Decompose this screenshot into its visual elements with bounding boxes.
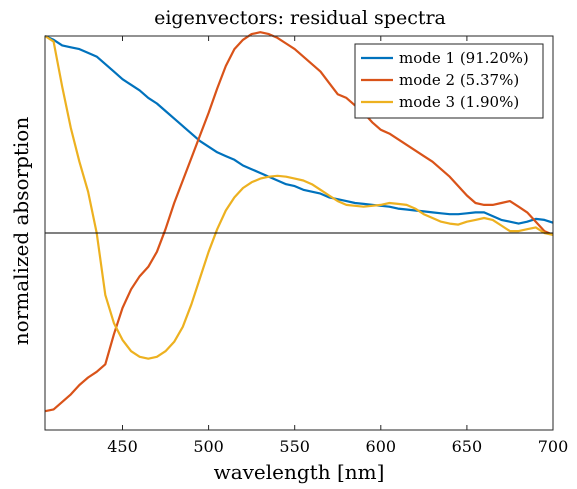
legend-label-mode-1: mode 1 (91.20%) [399,49,529,67]
x-tick-label: 550 [279,437,310,456]
x-tick-label: 450 [107,437,138,456]
x-tick-label: 650 [452,437,483,456]
x-axis-label: wavelength [nm] [214,460,385,484]
x-tick-label: 700 [538,437,569,456]
x-tick-label: 600 [366,437,397,456]
x-tick-label: 500 [193,437,224,456]
series-line-mode-2 [44,31,554,413]
y-axis-label: normalized absorption [9,117,33,346]
legend-label-mode-2: mode 2 (5.37%) [399,71,519,89]
legend-box [354,43,544,119]
legend: mode 1 (91.20%) mode 2 (5.37%) mode 3 (1.9… [354,43,544,119]
x-axis-ticks: 450 500 550 600 650 700 [107,36,568,456]
legend-label-mode-3: mode 3 (1.90%) [399,93,519,111]
series-line-mode-1 [44,34,554,225]
series-lines [44,31,554,413]
plot-area-frame [44,35,554,431]
chart-title: eigenvectors: residual spectra [154,7,446,29]
series-line-mode-3 [44,35,554,360]
